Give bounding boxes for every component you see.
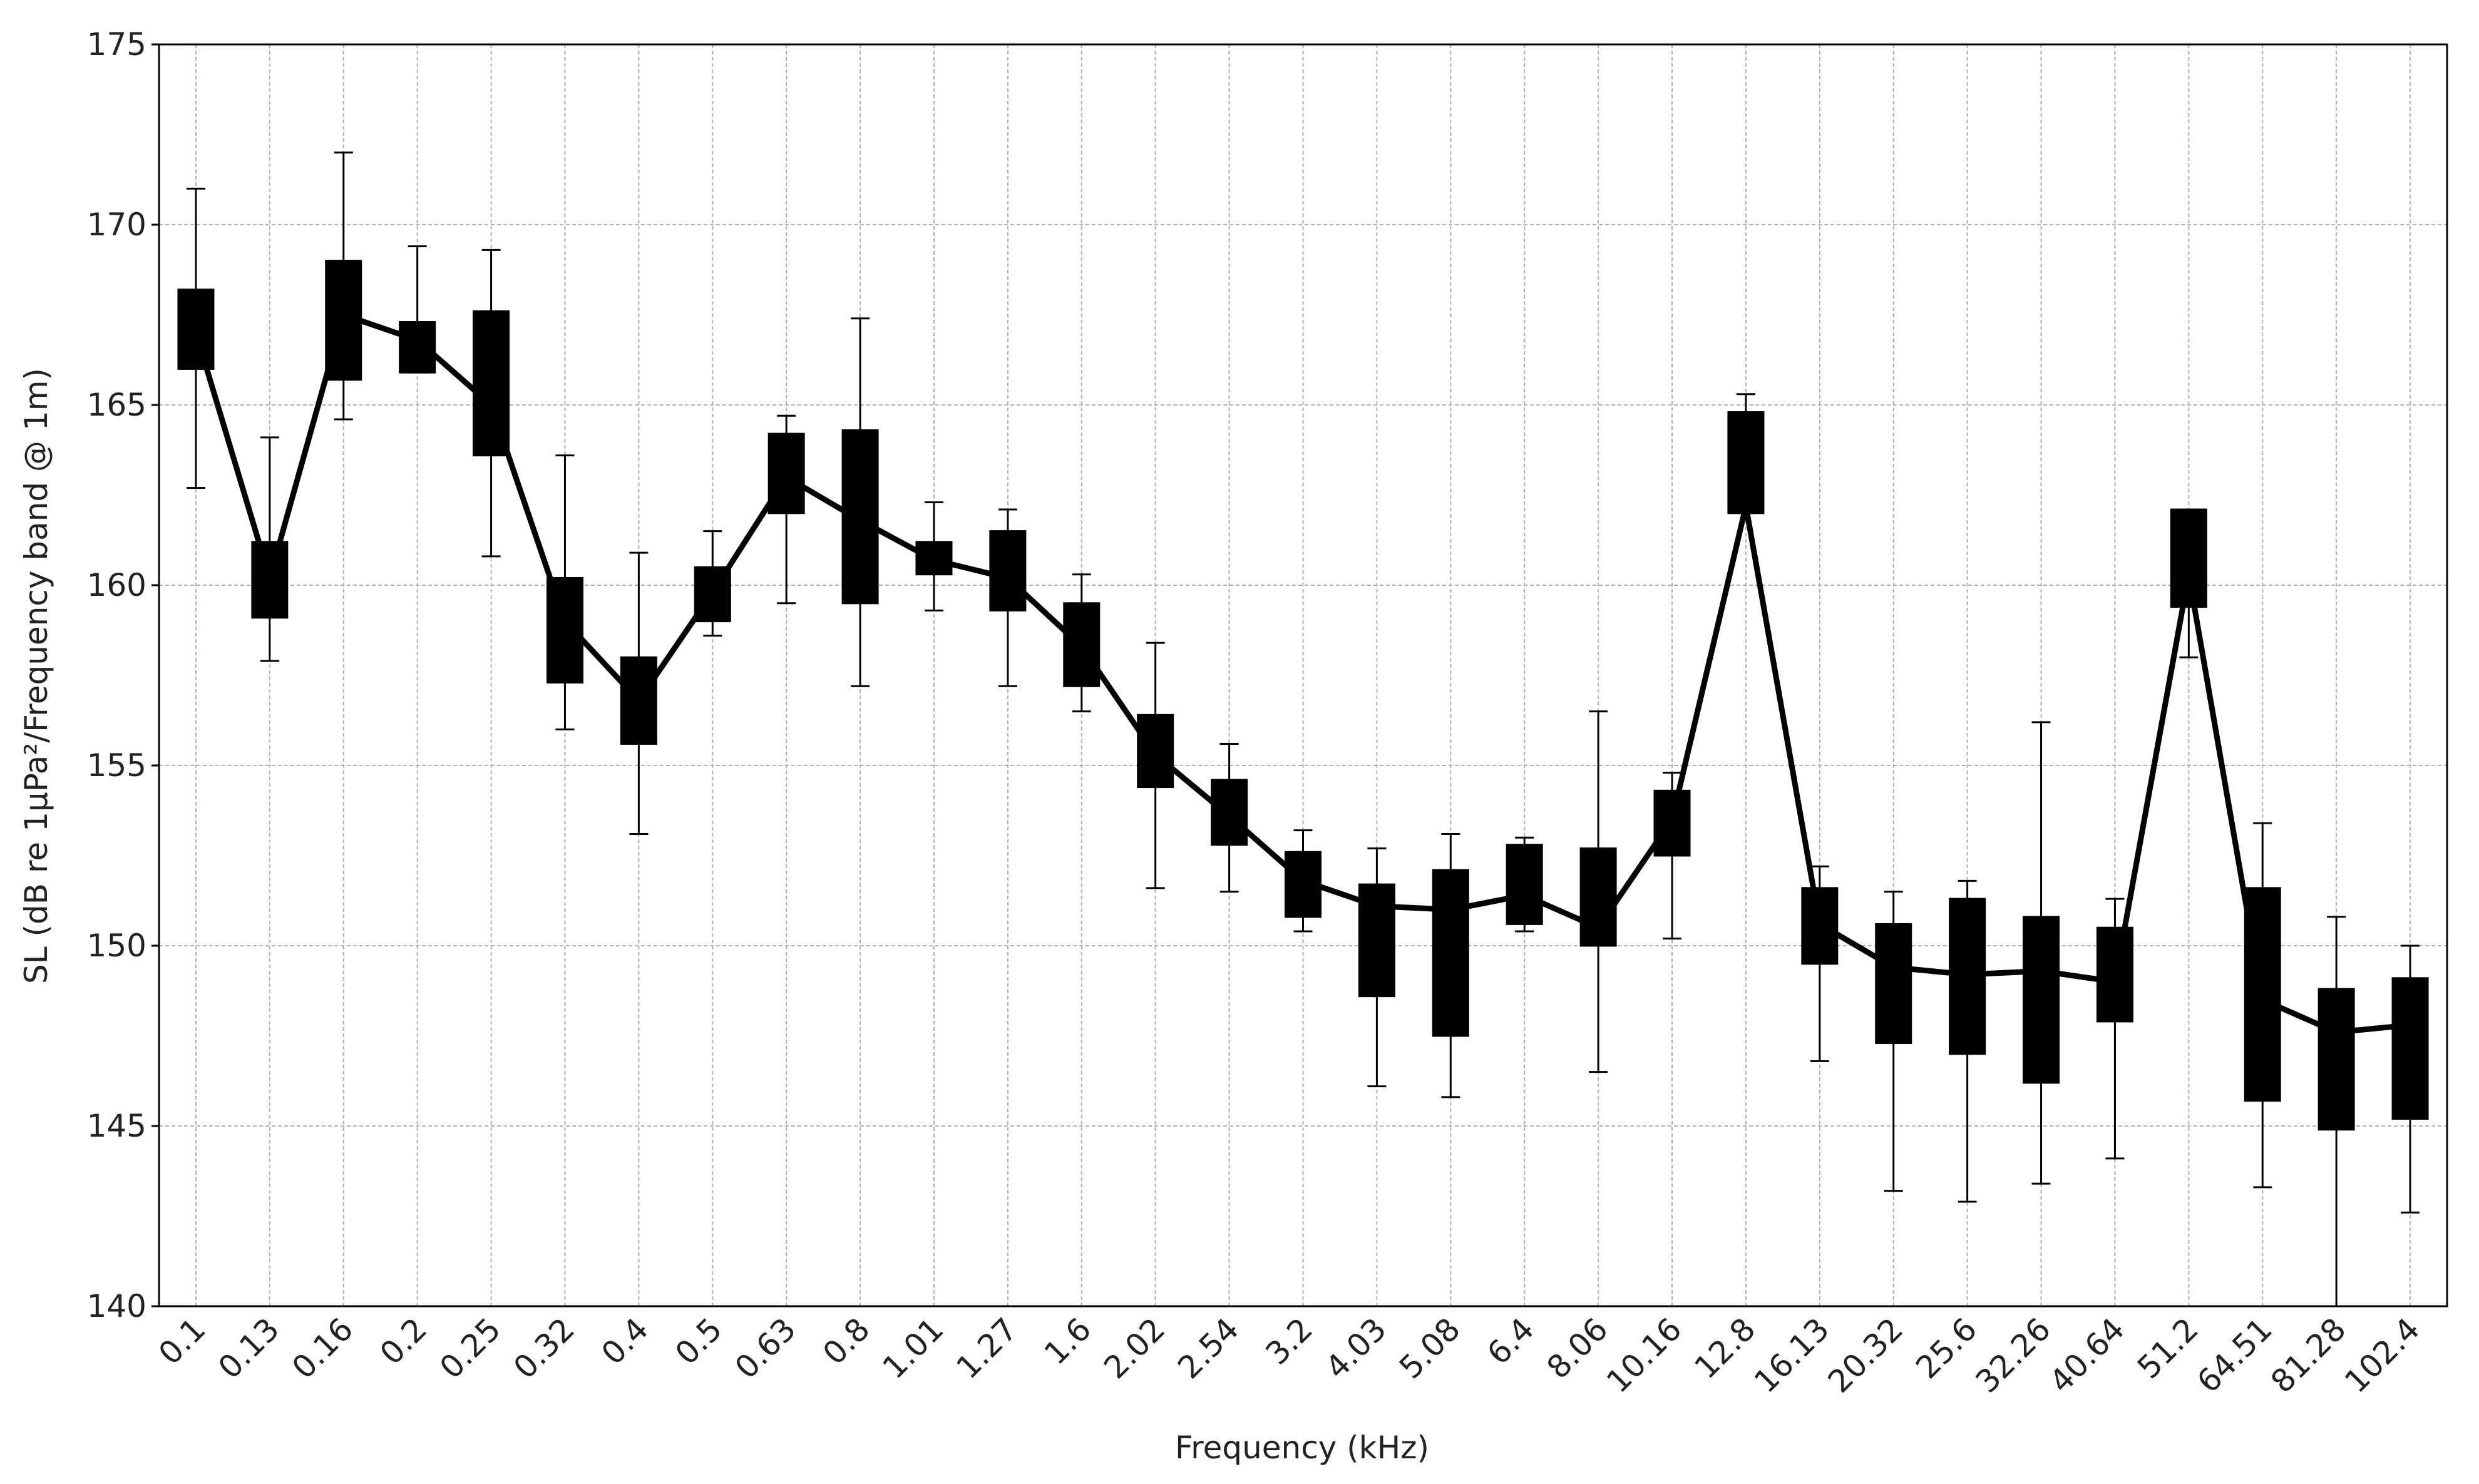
x-tick-label: 0.13 [212, 1311, 287, 1386]
box [1579, 847, 1617, 947]
x-tick-label: 0.16 [285, 1311, 361, 1386]
median-line [193, 312, 2411, 1035]
y-tick-label: 155 [87, 747, 146, 784]
x-tick-label: 5.08 [1392, 1311, 1467, 1386]
x-tick-label: 10.16 [1599, 1311, 1688, 1400]
x-tick-label: 2.02 [1097, 1311, 1172, 1386]
y-tick-label: 150 [87, 928, 146, 964]
x-tick-label: 81.28 [2264, 1311, 2353, 1400]
y-tick-label: 165 [87, 387, 146, 423]
x-tick-label: 64.51 [2190, 1311, 2279, 1400]
x-tick-label: 0.2 [373, 1311, 434, 1371]
x-tick-label: 102.4 [2338, 1311, 2426, 1400]
x-tick-label: 20.32 [1821, 1311, 1910, 1400]
box [1727, 411, 1765, 514]
box [2023, 916, 2060, 1084]
box [177, 289, 215, 370]
x-tick-label: 4.03 [1318, 1311, 1393, 1386]
box [1432, 869, 1469, 1037]
x-axis-label: Frequency (kHz) [1175, 1430, 1429, 1466]
box [2317, 988, 2355, 1131]
x-tick-label: 3.2 [1259, 1311, 1320, 1371]
y-tick-label: 170 [87, 207, 146, 243]
box [1875, 923, 1912, 1045]
x-tick-label: 40.64 [2043, 1311, 2132, 1400]
box [841, 429, 879, 605]
box [2170, 508, 2207, 608]
x-tick-label: 32.26 [1969, 1311, 2058, 1400]
x-tick-label: 1.6 [1037, 1311, 1098, 1371]
x-tick-label: 0.63 [728, 1311, 803, 1386]
x-tick-label: 0.4 [595, 1311, 655, 1371]
box [1506, 844, 1543, 925]
x-tick-label: 0.32 [506, 1311, 582, 1386]
plot-frame [158, 43, 2448, 1307]
x-tick-label: 16.13 [1747, 1311, 1836, 1400]
y-tick-label: 145 [87, 1108, 146, 1144]
x-tick-label: 0.5 [669, 1311, 729, 1371]
box [2391, 977, 2429, 1120]
y-axis-label: SL (dB re 1µPa²/Frequency band @ 1m) [18, 368, 54, 984]
y-tick-label: 175 [87, 26, 146, 63]
y-tick-label: 160 [87, 567, 146, 603]
x-tick-label: 6.4 [1480, 1311, 1541, 1371]
x-tick-label: 0.25 [433, 1311, 508, 1386]
x-tick-label: 0.1 [151, 1311, 212, 1371]
x-tick-label: 2.54 [1171, 1311, 1246, 1386]
y-tick-label: 140 [87, 1288, 146, 1324]
box [989, 530, 1027, 612]
x-tick-label: 0.8 [816, 1311, 876, 1371]
x-tick-label: 1.27 [950, 1311, 1025, 1386]
box [1211, 779, 1248, 846]
x-tick-label: 1.01 [876, 1311, 951, 1386]
